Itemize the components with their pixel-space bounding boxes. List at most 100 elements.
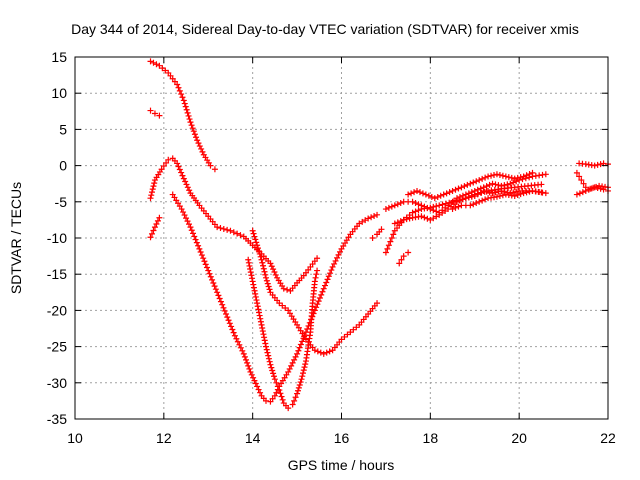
data-point: [182, 178, 189, 185]
data-point: [200, 255, 207, 262]
data-point: [190, 128, 197, 135]
data-point: [233, 335, 240, 342]
data-point: [597, 161, 604, 168]
data-point: [250, 284, 257, 291]
data-point: [254, 245, 261, 252]
data-point: [269, 367, 276, 374]
data-point: [473, 178, 480, 185]
data-point: [262, 343, 269, 350]
data-point: [459, 196, 466, 203]
data-point: [196, 143, 203, 150]
data-point: [455, 185, 462, 192]
data-point: [490, 172, 497, 179]
data-point: [374, 211, 381, 218]
data-point: [425, 192, 432, 199]
data-point: [245, 259, 252, 266]
data-point: [271, 269, 278, 276]
data-point: [270, 266, 277, 273]
data-point: [324, 276, 331, 283]
data-point: [148, 189, 155, 196]
data-point: [156, 112, 163, 119]
data-point: [273, 379, 280, 386]
data-point: [285, 405, 292, 412]
data-point: [240, 350, 247, 357]
data-point: [387, 238, 394, 245]
data-point: [300, 370, 307, 377]
data-point: [210, 279, 217, 286]
data-point: [388, 235, 395, 241]
data-point: [291, 356, 298, 363]
data-point: [391, 220, 398, 227]
data-point: [245, 256, 252, 263]
data-point: [573, 191, 580, 198]
data-point: [334, 254, 341, 261]
data-point: [223, 311, 230, 318]
data-series: [147, 58, 218, 173]
data-point: [418, 213, 425, 220]
data-point: [514, 174, 521, 181]
data-point: [257, 253, 264, 260]
data-point: [328, 267, 335, 274]
data-point: [257, 315, 264, 322]
data-point: [428, 193, 435, 200]
data-series: [245, 256, 321, 412]
data-point: [412, 208, 419, 215]
data-point: [388, 203, 395, 210]
data-point: [228, 323, 235, 330]
data-point: [199, 148, 206, 155]
data-point: [412, 200, 419, 207]
x-tick-label: 18: [423, 430, 439, 446]
data-point: [542, 171, 549, 178]
data-point: [150, 183, 157, 190]
data-point: [190, 230, 197, 237]
data-point: [148, 230, 155, 237]
data-point: [431, 195, 438, 202]
data-point: [253, 239, 260, 246]
data-point: [302, 361, 309, 368]
data-point: [332, 257, 339, 264]
data-point: [150, 59, 157, 66]
data-point: [397, 200, 404, 207]
data-point: [285, 368, 292, 375]
data-point: [461, 183, 468, 190]
data-point: [214, 224, 221, 231]
data-point: [227, 227, 234, 234]
data-series: [249, 227, 381, 357]
data-point: [262, 397, 269, 404]
data-point: [405, 191, 412, 198]
data-point: [284, 286, 291, 293]
data-point: [211, 166, 218, 173]
data-point: [278, 393, 285, 400]
data-point: [299, 373, 306, 380]
data-point: [178, 206, 185, 213]
data-point: [230, 229, 237, 236]
data-point: [189, 125, 196, 132]
data-point: [449, 187, 456, 194]
data-point: [492, 189, 499, 196]
data-point: [176, 166, 183, 173]
data-point: [311, 278, 318, 285]
data-point: [312, 274, 319, 281]
data-point: [322, 282, 329, 289]
data-point: [296, 381, 303, 388]
data-point: [323, 349, 330, 356]
data-point: [514, 192, 521, 199]
data-point: [479, 197, 486, 204]
grid-layer: [75, 57, 608, 419]
data-point: [371, 213, 378, 220]
data-point: [297, 341, 304, 348]
data-point: [229, 326, 236, 333]
data-point: [319, 288, 326, 295]
data-point: [234, 230, 241, 237]
data-point: [246, 365, 253, 372]
y-tick-label: 5: [59, 121, 67, 137]
data-series: [369, 226, 385, 241]
data-point: [299, 338, 306, 345]
data-point: [482, 196, 489, 203]
data-series: [147, 107, 163, 119]
data-point: [427, 206, 434, 213]
data-point: [323, 279, 330, 286]
data-point: [520, 190, 527, 197]
data-point: [217, 225, 224, 232]
data-point: [291, 397, 298, 404]
